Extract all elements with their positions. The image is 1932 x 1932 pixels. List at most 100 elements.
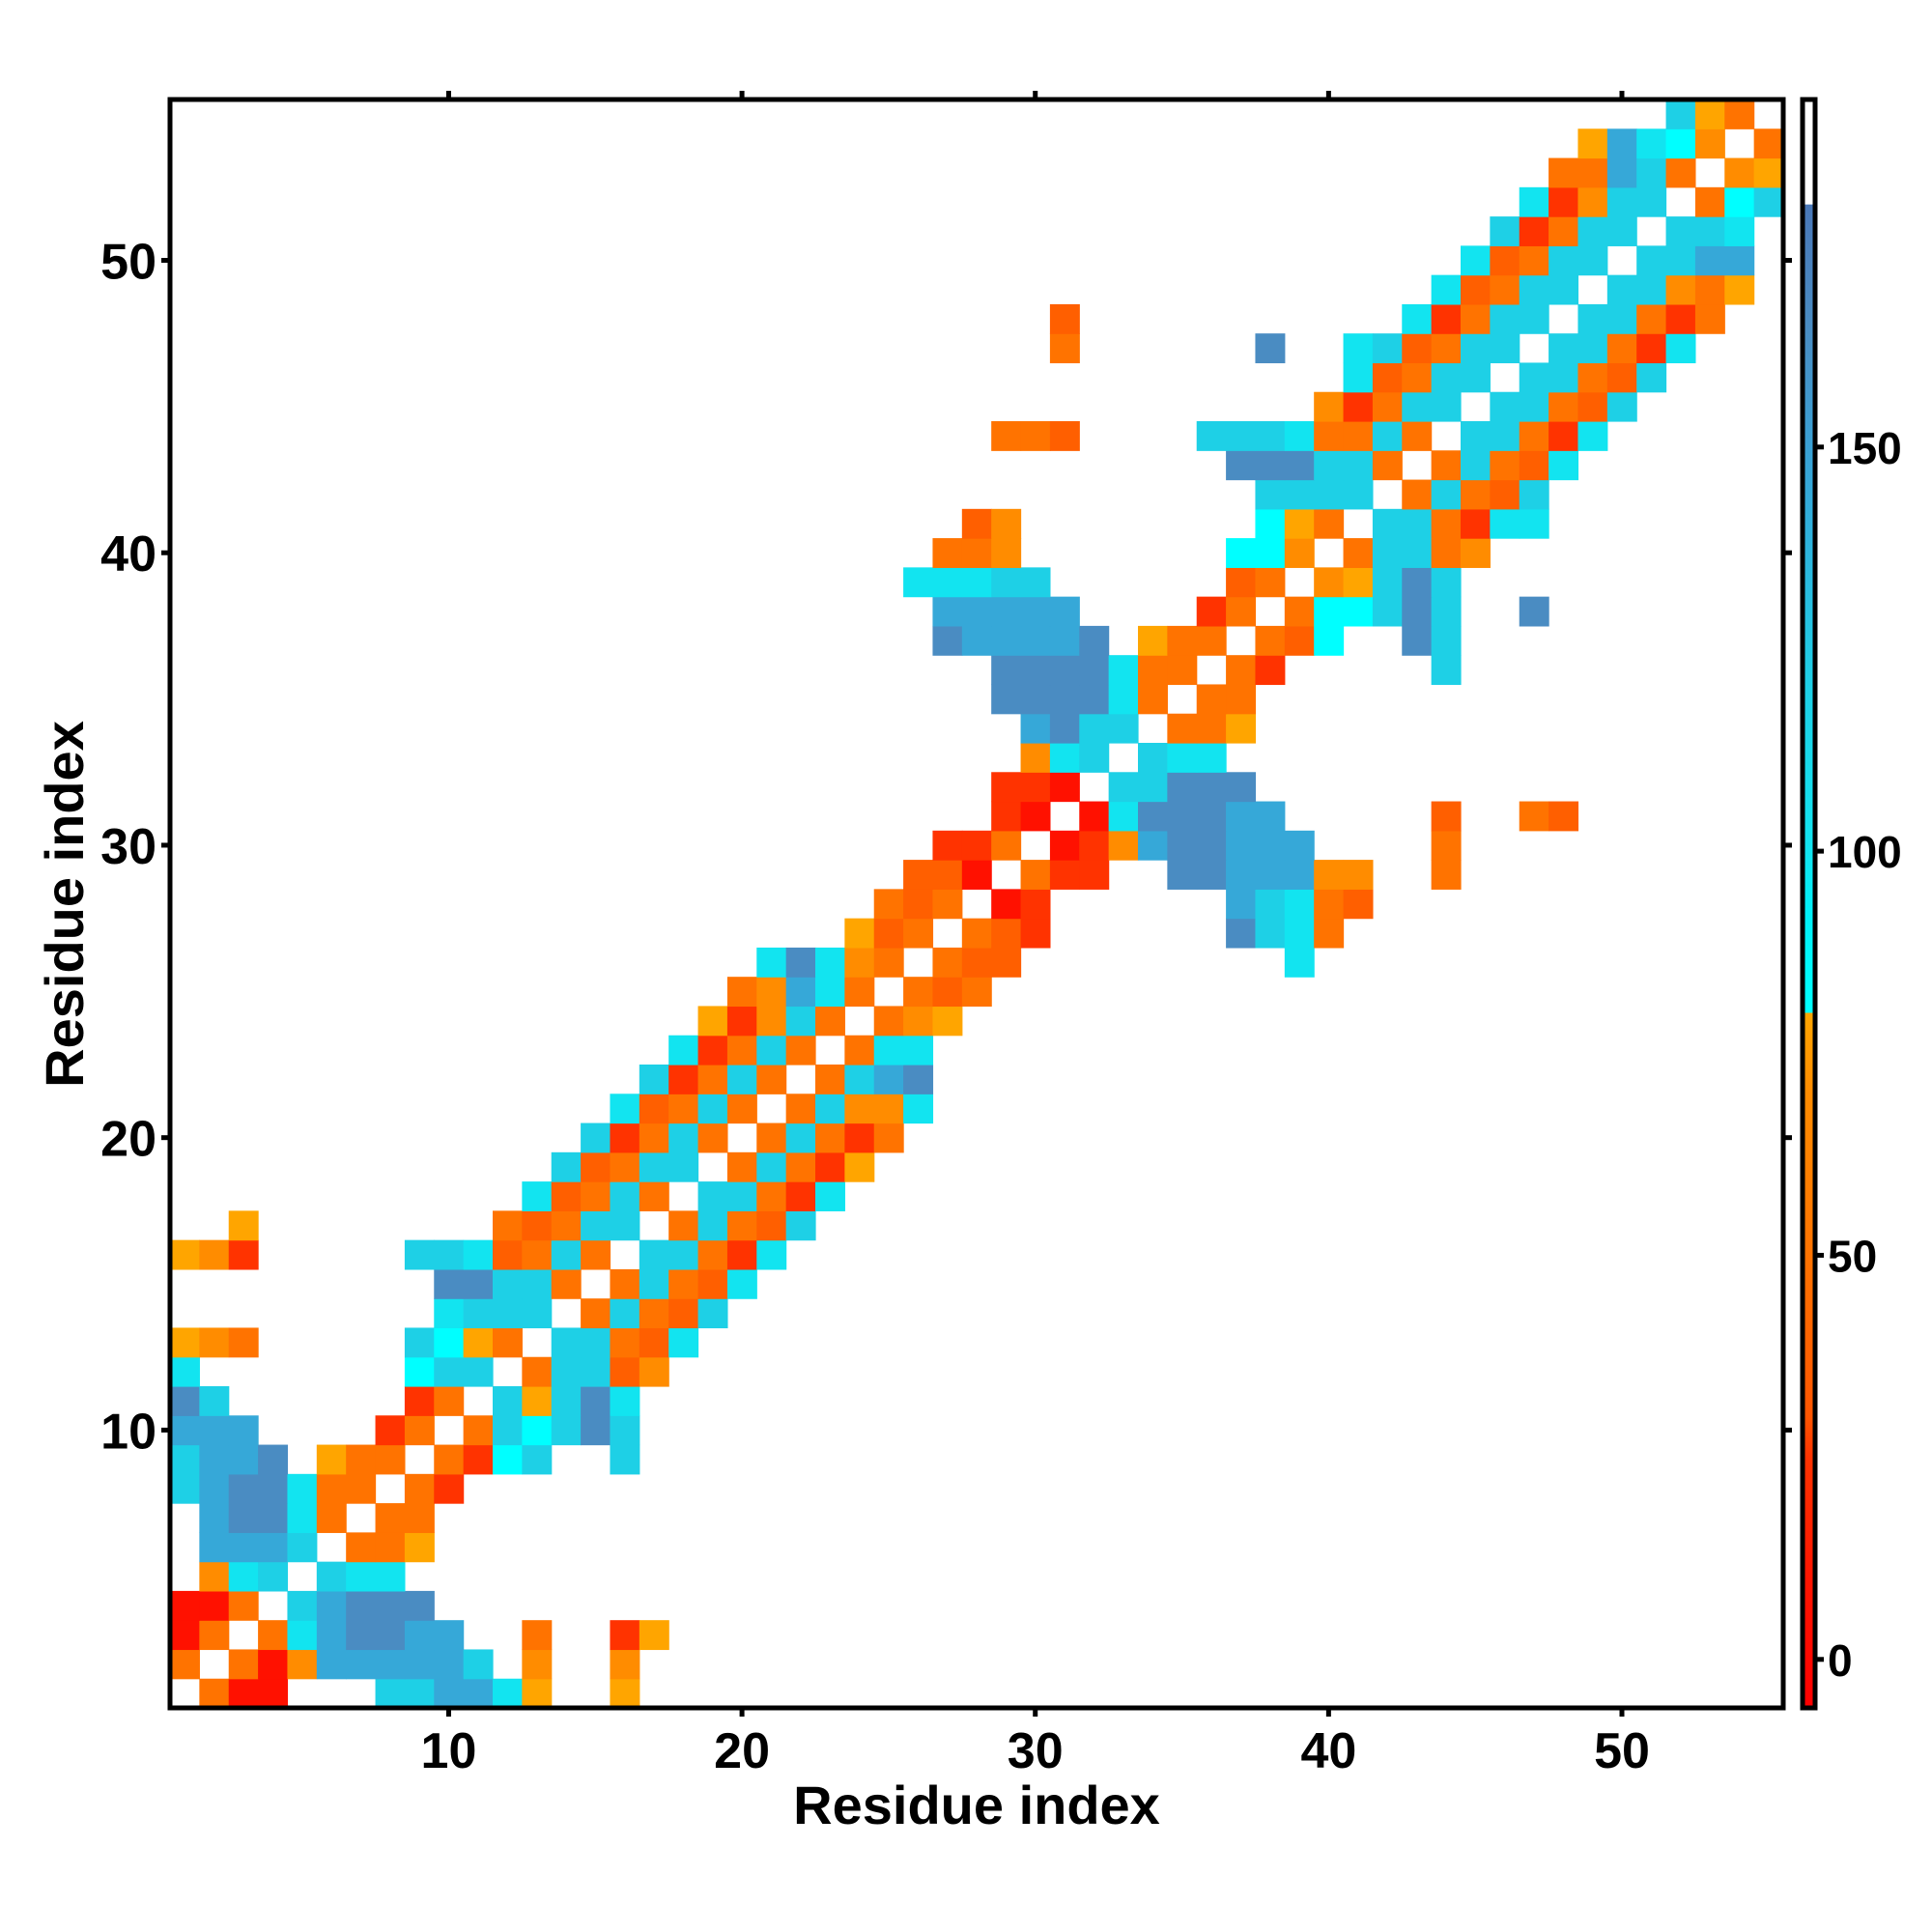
heatmap-cell — [551, 1415, 582, 1446]
heatmap-cell — [1519, 245, 1549, 276]
heatmap-cell — [199, 1678, 230, 1709]
heatmap-cell — [844, 947, 875, 978]
heatmap-cell — [522, 1298, 553, 1329]
heatmap-cell — [1343, 860, 1374, 890]
heatmap-cell — [1694, 128, 1725, 159]
heatmap-cell — [932, 947, 963, 978]
heatmap-cell — [581, 1151, 611, 1182]
heatmap-cell — [903, 567, 934, 598]
heatmap-cell — [1606, 216, 1637, 246]
x-tick-label: 20 — [714, 1723, 770, 1779]
heatmap-cell — [961, 977, 992, 1008]
heatmap-cell — [726, 1035, 757, 1065]
heatmap-cell — [1226, 772, 1257, 803]
heatmap-cell — [991, 684, 1022, 715]
heatmap-cell — [1665, 333, 1696, 364]
heatmap-cell — [463, 1649, 494, 1680]
heatmap-cell — [1665, 128, 1696, 159]
heatmap-cell — [1577, 216, 1608, 246]
heatmap-cell — [844, 977, 875, 1008]
x-tick-label: 50 — [1594, 1723, 1650, 1779]
heatmap-cell — [873, 1094, 904, 1124]
heatmap-cell — [1049, 860, 1080, 890]
heatmap-cell — [1490, 245, 1520, 276]
heatmap-cell — [1636, 274, 1667, 305]
heatmap-cell — [375, 1415, 406, 1446]
heatmap-cell — [639, 1268, 669, 1299]
heatmap-cell — [1372, 596, 1403, 627]
heatmap-cell — [991, 508, 1022, 539]
y-axis-title: Residue index — [34, 721, 95, 1088]
heatmap-cell — [1519, 216, 1549, 246]
heatmap-cell — [316, 1503, 347, 1533]
heatmap-cell — [404, 1678, 435, 1709]
heatmap-cell — [961, 918, 992, 949]
heatmap-cell — [1108, 684, 1139, 715]
heatmap-cell — [551, 1181, 582, 1211]
heatmap-cell — [1577, 157, 1608, 188]
plot-frame — [167, 97, 1786, 1711]
heatmap-cell — [1226, 684, 1257, 715]
heatmap-cell — [434, 1620, 465, 1651]
heatmap-cell — [1606, 157, 1637, 188]
heatmap-cell — [1548, 157, 1579, 188]
heatmap-cell — [1431, 333, 1462, 364]
heatmap-cell — [844, 1035, 875, 1065]
heatmap-cell — [1196, 801, 1227, 832]
heatmap-cell — [1665, 157, 1696, 188]
heatmap-cell — [756, 1181, 787, 1211]
heatmap-cell — [434, 1444, 465, 1475]
heatmap-cell — [1108, 713, 1139, 744]
heatmap-cell — [610, 1678, 640, 1709]
heatmap-cell — [1402, 362, 1433, 393]
heatmap-cell — [463, 1356, 494, 1387]
heatmap-cell — [434, 1268, 465, 1299]
heatmap-cell — [1255, 801, 1286, 832]
heatmap-cell — [1665, 274, 1696, 305]
heatmap-cell — [258, 1620, 289, 1651]
heatmap-cell — [199, 1386, 230, 1416]
heatmap-cell — [170, 1239, 200, 1270]
heatmap-cell — [404, 1620, 435, 1651]
heatmap-cell — [1519, 303, 1549, 334]
x-axis-title: Residue index — [793, 1775, 1160, 1835]
heatmap-cell — [199, 1327, 230, 1358]
heatmap-cell — [639, 1181, 669, 1211]
heatmap-cell — [697, 1298, 728, 1329]
heatmap-cell — [1431, 538, 1462, 568]
heatmap-cell — [1138, 772, 1168, 803]
heatmap-cell — [1548, 216, 1579, 246]
heatmap-cell — [1577, 128, 1608, 159]
heatmap-cell — [1548, 274, 1579, 305]
heatmap-cell — [639, 1356, 669, 1387]
heatmap-cell — [697, 1268, 728, 1299]
heatmap-cell — [258, 1444, 289, 1475]
heatmap-cell — [1284, 918, 1315, 949]
heatmap-cell — [1079, 655, 1110, 686]
heatmap-cell — [228, 1590, 259, 1621]
colorbar-tick-label: 50 — [1828, 1231, 1877, 1281]
heatmap-cell — [1548, 362, 1579, 393]
heatmap-cell — [463, 1298, 494, 1329]
heatmap-cell — [522, 1181, 553, 1211]
heatmap-cell — [610, 1649, 640, 1680]
heatmap-cell — [726, 1151, 757, 1182]
heatmap-cell — [1665, 245, 1696, 276]
heatmap-cell — [1343, 889, 1374, 920]
heatmap-cell — [726, 1065, 757, 1094]
heatmap-cell — [199, 1239, 230, 1270]
heatmap-cell — [932, 830, 963, 861]
heatmap-cell — [668, 1268, 699, 1299]
heatmap-cell — [522, 1386, 553, 1416]
heatmap-cell — [756, 1210, 787, 1241]
heatmap-cell — [932, 977, 963, 1008]
heatmap-cell — [873, 918, 904, 949]
heatmap-cell — [726, 1239, 757, 1270]
heatmap-cell — [1284, 508, 1315, 539]
heatmap-cell — [1431, 596, 1462, 627]
heatmap-cell — [199, 1503, 230, 1533]
heatmap-cell — [1490, 508, 1520, 539]
heatmap-cell — [844, 1151, 875, 1182]
heatmap-cell — [1606, 274, 1637, 305]
heatmap-cell — [697, 1094, 728, 1124]
